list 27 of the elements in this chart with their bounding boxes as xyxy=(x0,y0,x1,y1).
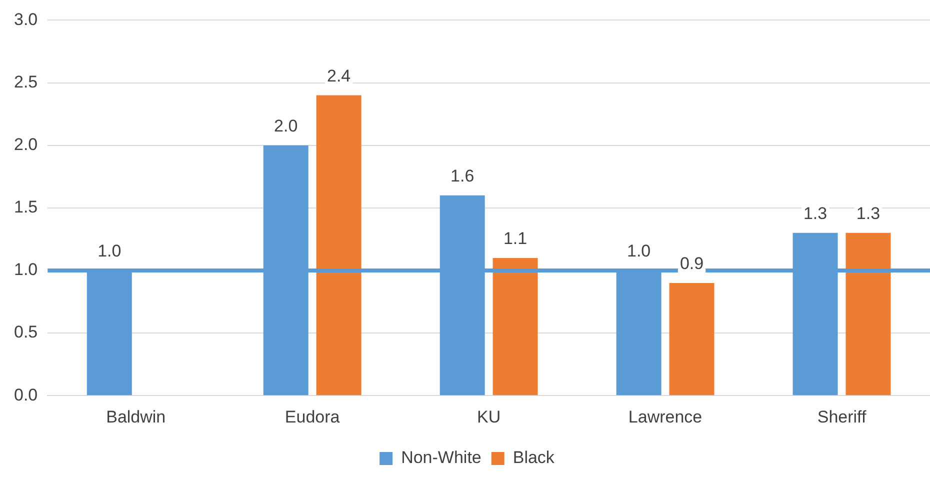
x-tick-label: KU xyxy=(477,407,501,426)
y-tick-label: 3.0 xyxy=(14,10,38,29)
bar xyxy=(669,282,714,396)
legend-label: Non-White xyxy=(401,448,482,468)
data-label: 2.0 xyxy=(274,116,298,136)
x-tick-label: Sheriff xyxy=(817,407,866,426)
data-label: 1.3 xyxy=(856,204,880,224)
legend-label: Black xyxy=(512,448,555,468)
y-tick-label: 0.5 xyxy=(14,322,38,342)
y-tick-label: 1.5 xyxy=(14,198,38,217)
y-tick-label: 0.0 xyxy=(14,385,38,404)
x-tick-label: Baldwin xyxy=(106,407,166,426)
data-label: 1.6 xyxy=(450,166,474,186)
bar xyxy=(846,232,891,396)
x-tick-label: Eudora xyxy=(284,407,340,426)
data-label: 1.0 xyxy=(98,242,122,261)
data-label: 0.9 xyxy=(680,254,704,274)
bar xyxy=(492,258,538,396)
y-tick-label: 2.5 xyxy=(14,72,38,92)
bar xyxy=(316,95,362,396)
data-label: 1.0 xyxy=(627,242,651,261)
x-tick-label: Lawrence xyxy=(628,407,702,426)
y-tick-label: 2.0 xyxy=(14,135,38,154)
y-tick-label: 1.0 xyxy=(14,260,38,280)
data-label: 1.3 xyxy=(803,204,828,224)
data-label: 2.4 xyxy=(326,66,351,86)
data-label: 1.1 xyxy=(503,229,528,248)
